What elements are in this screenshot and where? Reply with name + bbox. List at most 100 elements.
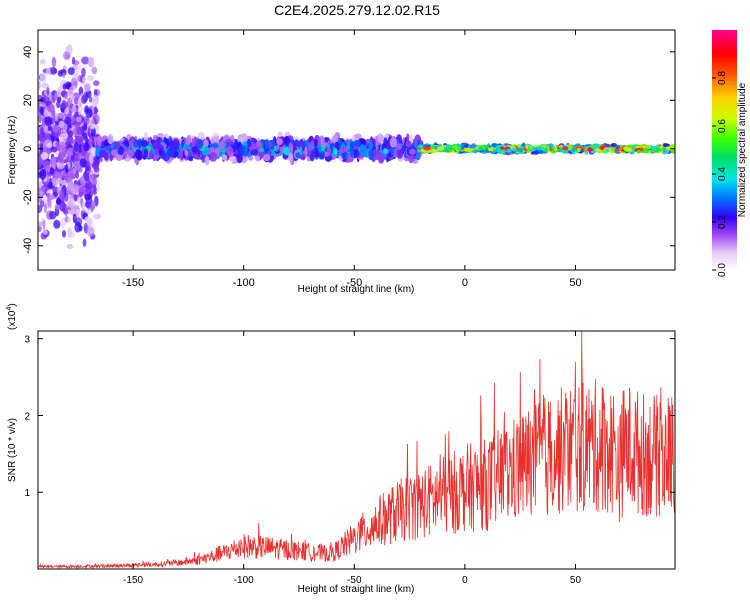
heatmap-cell [39,168,47,180]
heatmap-cell [84,193,91,201]
heatmap-cell [75,208,80,218]
heatmap-cell [81,56,90,65]
heatmap-cell [67,180,75,191]
heatmap-cell [56,100,61,109]
colorbar-tick-label: 0.6 [717,119,728,133]
heatmap-cell [81,94,88,104]
heatmap-cell [563,146,569,151]
heatmap-cell [71,104,76,114]
heatmap-cell [412,158,419,164]
heatmap-cell [66,147,75,157]
heatmap-cell [99,157,103,163]
heatmap-cell [390,146,394,156]
x-tick-label: 0 [462,575,468,586]
heatmap-cell [128,140,135,148]
heatmap-cell [203,146,210,156]
heatmap-cell [62,72,66,79]
y-tick-label: 1 [24,488,30,499]
heatmap-cell [62,230,66,238]
heatmap-cell [38,112,42,124]
heatmap-cell [63,51,70,61]
heatmap-cell [88,96,93,103]
y-tick-label: 0 [22,146,34,152]
heatmap-cell [590,144,595,149]
heatmap-cell [538,149,544,154]
heatmap-cell [48,178,52,189]
heatmap-cell [127,149,135,158]
spectrogram-x-ticks: -150 -100 -50 0 50 [122,30,582,289]
heatmap-cell [81,201,86,212]
x-tick-label: 50 [570,575,582,586]
heatmap-cell [247,141,252,148]
y-tick-label: 20 [22,94,34,106]
heatmap-cell [76,196,82,204]
snr-x-ticks: -150 -100 -50 0 50 [123,331,581,586]
heatmap-cell [496,145,502,149]
heatmap-cell [229,155,236,162]
heatmap-cell [51,57,57,68]
heatmap-cell [610,143,617,147]
heatmap-cell [304,146,308,158]
heatmap-cell [561,149,569,154]
heatmap-cell [43,160,50,171]
heatmap-cell [525,144,529,149]
heatmap-cell [76,126,84,136]
heatmap-cell [87,128,91,137]
heatmap-cell [309,153,315,162]
heatmap-cell [40,151,49,160]
heatmap-cell [444,147,452,152]
heatmap-cell [600,146,604,151]
heatmap-cell [333,148,338,155]
heatmap-cell [95,115,100,123]
heatmap-cell [49,210,57,220]
heatmap-cell [78,225,83,232]
heatmap-cell [166,147,173,156]
heatmap-cell [95,147,100,157]
heatmap-cell [576,148,581,152]
heatmap-cell [60,132,69,139]
heatmap-cell [178,144,182,151]
heatmap-cell [79,158,88,168]
heatmap-cell [389,136,397,148]
y-tick-label: 2 [24,411,30,422]
heatmap-cell [86,218,93,228]
heatmap-cell [91,200,96,209]
heatmap-cell [135,149,143,160]
heatmap-cell [52,124,59,133]
snr-x-label: Height of straight line (km) [298,584,415,595]
heatmap-cell [237,146,245,157]
heatmap-cell [506,148,512,153]
spectrogram-frame [37,29,676,271]
spectrogram-panel: -150 -100 -50 0 50 -40 -20 0 20 40 Height of str… [7,29,676,295]
colorbar-tick-label: 0.8 [717,71,728,85]
heatmap-cell [55,141,60,148]
snr-series-line [38,331,675,569]
heatmap-cell [383,137,388,148]
heatmap-cell [317,145,322,154]
heatmap-cell [56,177,63,185]
heatmap-cell [94,106,98,115]
spectrogram-heatmap [38,44,675,249]
heatmap-cell [64,101,69,108]
heatmap-cell [93,213,102,220]
x-tick-label: 50 [569,277,581,289]
heatmap-cell [89,154,94,165]
heatmap-cell [532,150,540,155]
heatmap-cell [137,141,142,150]
colorbar-tick-label: 0.2 [717,215,728,229]
x-tick-label: -50 [346,277,362,289]
heatmap-cell [87,57,95,68]
heatmap-cell [39,199,45,208]
heatmap-cell [665,146,673,151]
heatmap-cell [45,68,51,75]
heatmap-cell [85,151,89,162]
heatmap-cell [191,146,198,153]
heatmap-cell [464,147,473,152]
heatmap-cell [75,116,82,123]
heatmap-cell [318,151,325,160]
heatmap-cell [41,195,48,202]
heatmap-cell [93,80,100,86]
figure-title: C2E4.2025.279.12.02.R15 [274,2,440,18]
heatmap-cell [77,64,82,73]
heatmap-cell [622,146,631,151]
